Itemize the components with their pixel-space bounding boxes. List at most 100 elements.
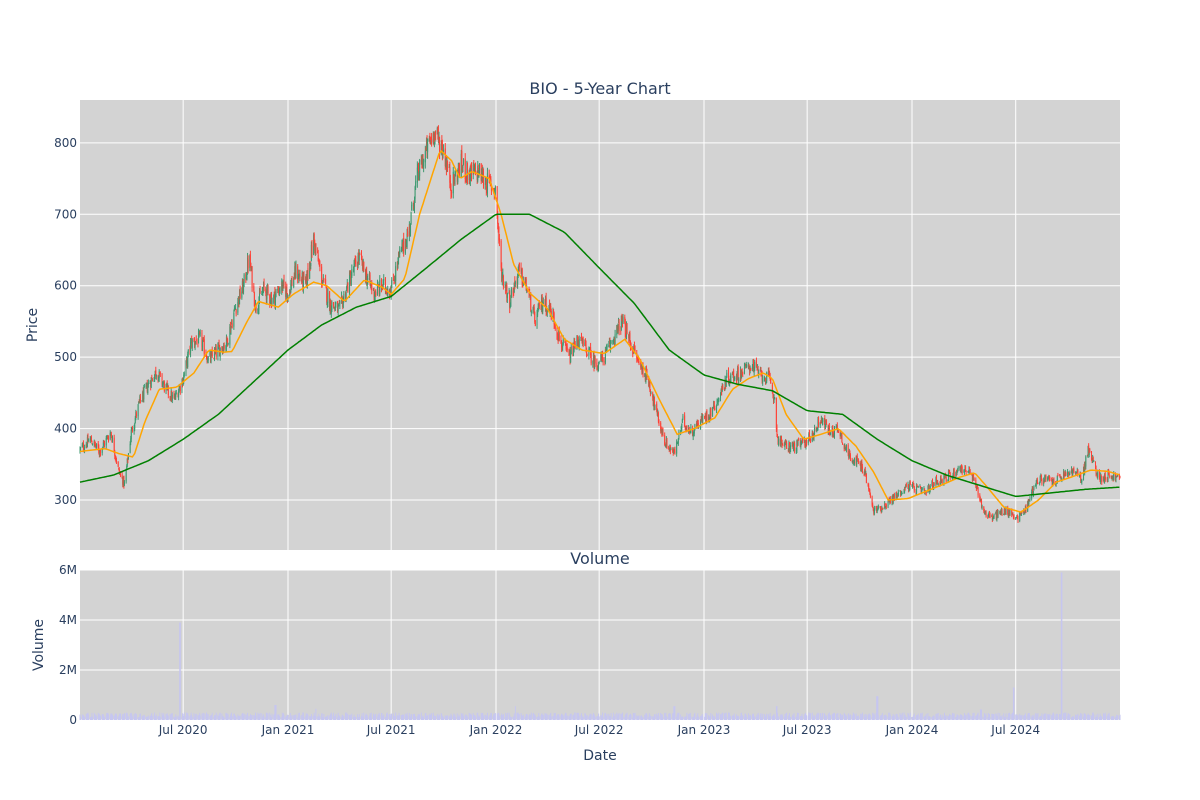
- candle-body: [868, 485, 870, 489]
- candle-body: [1071, 468, 1073, 476]
- x-tick-label: Jul 2020: [158, 723, 208, 737]
- candle-body: [1007, 515, 1009, 517]
- candle-body: [266, 286, 268, 287]
- candle-body: [199, 332, 201, 334]
- volume-bar: [509, 716, 511, 720]
- volume-bar: [937, 713, 939, 720]
- candle-body: [808, 433, 810, 440]
- candle-body: [186, 359, 188, 360]
- candle-body: [393, 282, 395, 284]
- volume-bar: [298, 716, 300, 720]
- candle-body: [645, 369, 647, 371]
- volume-bar: [562, 715, 564, 720]
- volume-bar: [399, 715, 401, 720]
- candle-body: [837, 430, 839, 431]
- candle-body: [781, 440, 783, 446]
- volume-bar: [832, 712, 834, 720]
- candle-body: [573, 350, 575, 356]
- volume-bar: [1068, 713, 1070, 720]
- volume-bar: [80, 716, 82, 720]
- candle-body: [461, 151, 463, 167]
- candle-body: [211, 350, 213, 357]
- volume-bar: [1071, 717, 1073, 720]
- volume-bar: [704, 716, 706, 720]
- candle-body: [199, 332, 201, 334]
- volume-bar: [989, 717, 991, 720]
- volume-bar: [863, 714, 865, 720]
- candle-body: [351, 269, 353, 277]
- candle-body: [90, 436, 92, 442]
- candle-body: [692, 428, 694, 436]
- volume-bar: [628, 717, 630, 720]
- volume-bar: [638, 715, 640, 720]
- volume-bar: [588, 716, 590, 720]
- candle-body: [708, 416, 710, 422]
- candle-body: [175, 392, 177, 398]
- volume-bar: [828, 712, 830, 720]
- volume-bar: [1048, 715, 1050, 720]
- candle-body: [574, 342, 576, 346]
- volume-bar: [282, 713, 284, 720]
- candle-body: [309, 263, 311, 267]
- candle-body: [995, 512, 997, 519]
- candle-body: [1031, 488, 1033, 493]
- candle-body: [989, 514, 991, 518]
- volume-bar: [79, 714, 81, 720]
- candle-body: [897, 492, 899, 496]
- candle-body: [893, 495, 895, 497]
- candle-body: [822, 420, 824, 423]
- volume-bar: [586, 715, 588, 720]
- candle-body: [193, 339, 195, 341]
- candle-body: [700, 419, 702, 421]
- volume-bar: [526, 714, 528, 720]
- volume-bar: [321, 713, 323, 720]
- volume-bar: [182, 713, 184, 720]
- volume-bar: [88, 714, 90, 720]
- candle-body: [285, 286, 287, 297]
- volume-bar: [630, 714, 632, 720]
- volume-bar: [474, 715, 476, 720]
- candle-body: [183, 372, 185, 377]
- candle-body: [333, 302, 335, 308]
- volume-bar: [596, 716, 598, 720]
- volume-bar: [795, 716, 797, 720]
- candle-body: [413, 202, 415, 208]
- candle-body: [1007, 507, 1009, 515]
- volume-bar: [510, 717, 512, 720]
- candle-body: [836, 425, 838, 427]
- volume-bar: [221, 713, 223, 720]
- candle-body: [855, 456, 857, 464]
- candle-body: [1079, 475, 1081, 477]
- volume-bar: [109, 715, 111, 720]
- candle-body: [644, 374, 646, 377]
- volume-bar: [570, 713, 572, 720]
- volume-bar: [183, 714, 185, 720]
- volume-bar: [1040, 715, 1042, 720]
- candle-body: [233, 307, 235, 312]
- candle-body: [81, 445, 83, 447]
- candle-body: [642, 366, 644, 377]
- candle-body: [1064, 472, 1066, 477]
- candle-body: [99, 449, 101, 455]
- candle-body: [166, 383, 168, 387]
- volume-bar: [98, 713, 100, 720]
- candle-body: [606, 346, 608, 348]
- candle-body: [235, 307, 237, 310]
- volume-bar: [394, 715, 396, 720]
- candle-body: [510, 288, 512, 298]
- candle-body: [86, 444, 88, 447]
- candle-body: [149, 383, 151, 384]
- candle-body: [566, 347, 568, 349]
- candle-body: [913, 486, 915, 491]
- candle-body: [800, 442, 802, 447]
- volume-bar: [478, 716, 480, 720]
- candle-body: [943, 476, 945, 478]
- candle-body: [416, 167, 418, 183]
- candle-body: [1076, 471, 1078, 473]
- volume-bar: [917, 714, 919, 720]
- candle-body: [147, 386, 149, 394]
- candle-body: [1029, 498, 1031, 500]
- volume-bar: [118, 716, 120, 720]
- volume-bar: [1043, 713, 1045, 720]
- candle-body: [305, 274, 307, 284]
